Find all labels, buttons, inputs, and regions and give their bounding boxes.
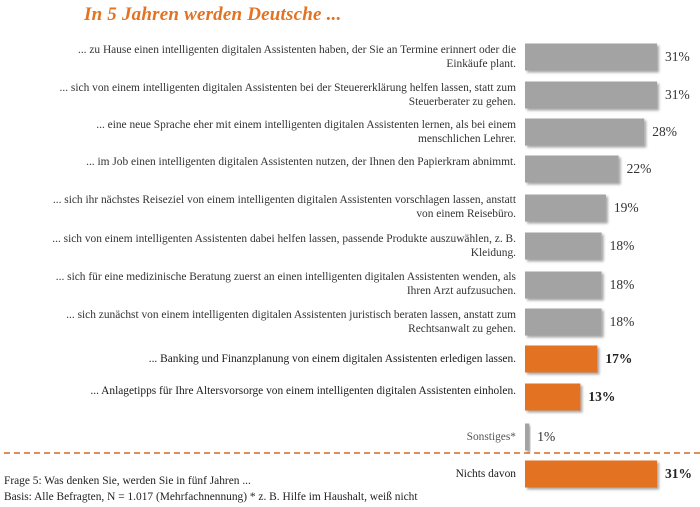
value-label-1: 31% <box>665 49 690 64</box>
category-label-9: ... Banking und Finanzplanung von einem … <box>148 353 516 365</box>
category-label-7: ... sich für eine medizinische Beratung … <box>55 271 516 297</box>
value-label-2: 31% <box>665 87 690 102</box>
value-label-11: 1% <box>537 429 556 444</box>
value-label-6: 18% <box>609 238 635 253</box>
category-label-3: ... eine neue Sprache eher mit einem int… <box>96 119 516 145</box>
bar-11 <box>525 423 530 451</box>
category-label-4: ... im Job einen intelligenten digitalen… <box>86 156 516 168</box>
value-label-4: 22% <box>626 161 652 176</box>
base-footnote: Basis: Alle Befragten, N = 1.017 (Mehrfa… <box>4 491 418 503</box>
bar-9 <box>525 345 598 373</box>
bar-8 <box>525 308 602 336</box>
value-label-12: 31% <box>665 466 692 481</box>
value-label-5: 19% <box>613 200 639 215</box>
chart-title: In 5 Jahren werden Deutsche ... <box>84 4 342 25</box>
question-footnote: Frage 5: Was denken Sie, werden Sie in f… <box>4 475 251 487</box>
category-label-2: ... sich von einem intelligenten digital… <box>59 82 516 108</box>
category-label-5: ... sich ihr nächstes Reiseziel von eine… <box>52 194 516 220</box>
category-label-10: ... Anlagetipps für Ihre Altersvorsorge … <box>90 385 516 397</box>
category-label-12: Nichts davon <box>455 468 516 480</box>
value-label-10: 13% <box>588 389 616 404</box>
bar-7 <box>525 271 602 299</box>
category-label-11: Sonstiges* <box>466 431 516 443</box>
category-label-8: ... sich zunächst von einem intelligente… <box>66 309 516 335</box>
bar-4 <box>525 155 619 183</box>
bar-1 <box>525 43 657 71</box>
bar-10 <box>525 383 581 411</box>
value-label-8: 18% <box>609 314 635 329</box>
bar-2 <box>525 81 657 109</box>
category-label-6: ... sich von einem intelligenten Assiste… <box>52 233 516 259</box>
value-label-3: 28% <box>652 124 677 139</box>
bar-6 <box>525 232 602 260</box>
bar-5 <box>525 194 606 222</box>
value-label-7: 18% <box>609 277 635 292</box>
category-label-1: ... zu Hause einen intelligenten digital… <box>77 44 516 70</box>
bar-12 <box>525 460 657 488</box>
bar-3 <box>525 118 645 146</box>
value-label-9: 17% <box>605 351 633 366</box>
